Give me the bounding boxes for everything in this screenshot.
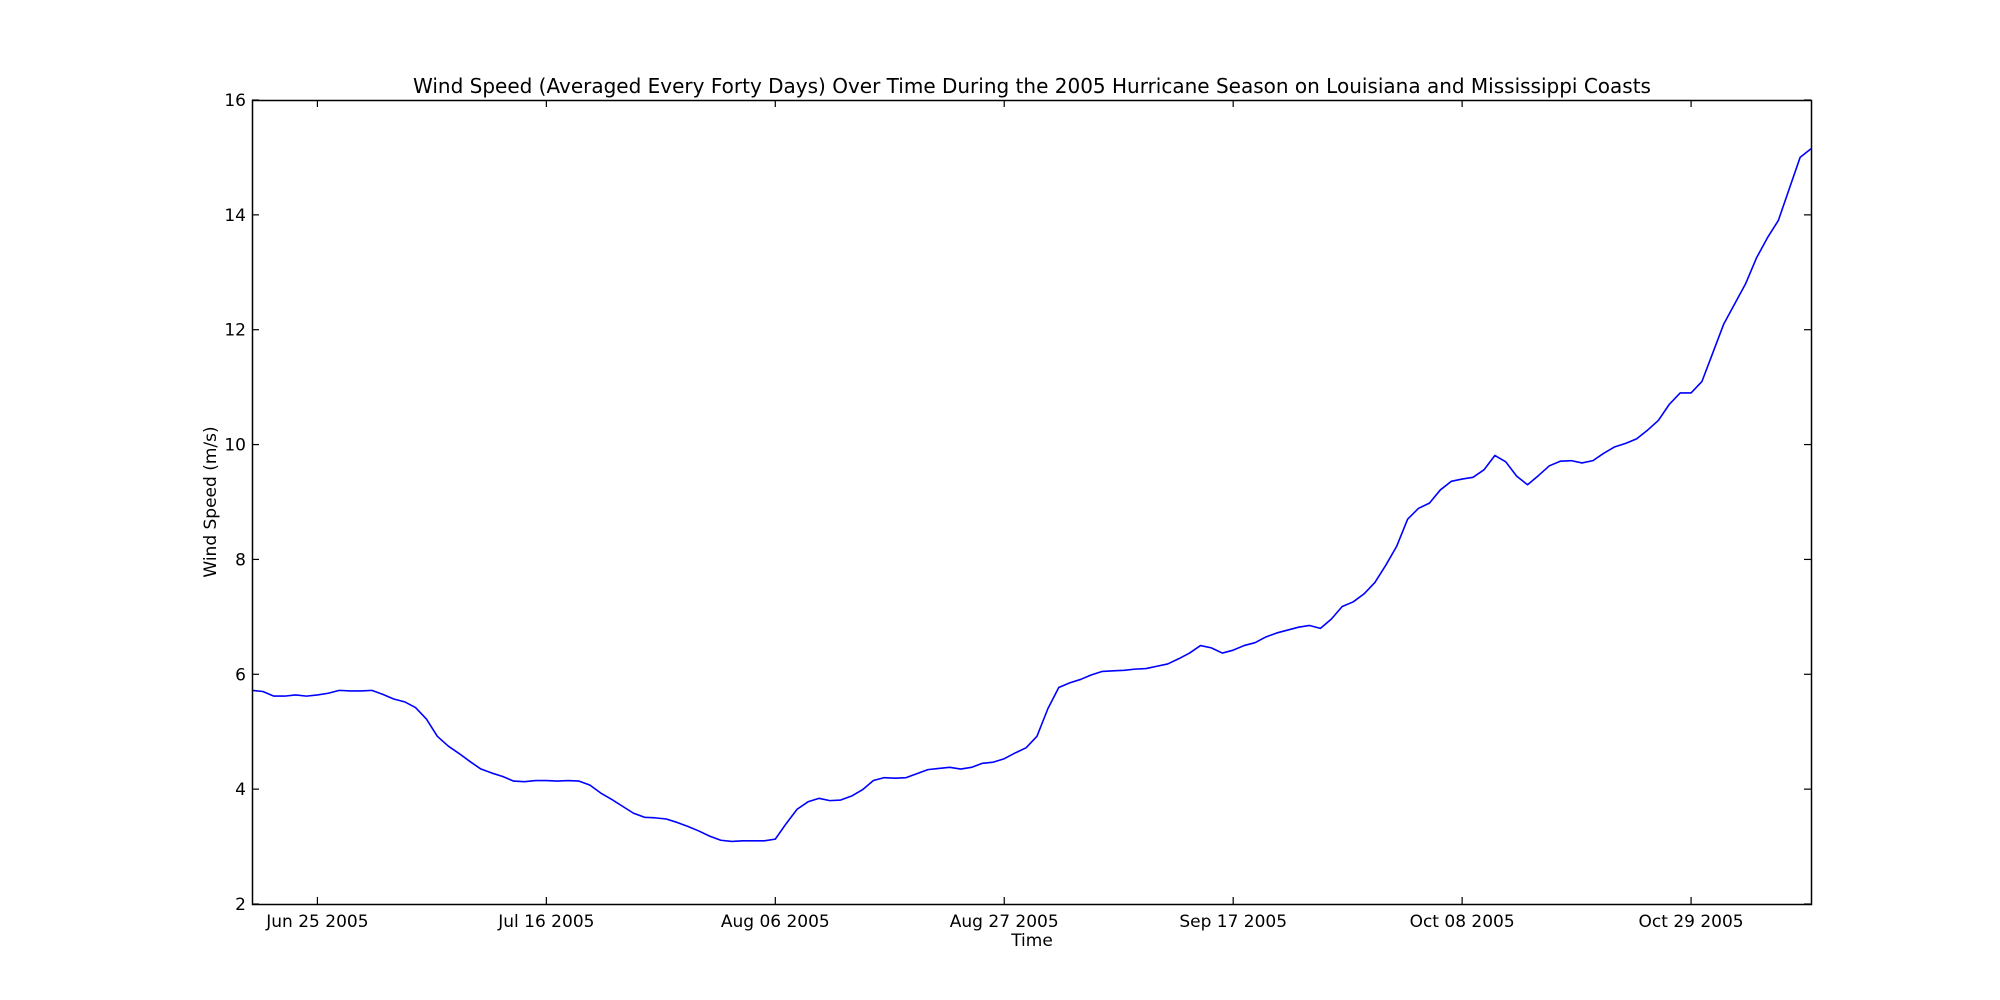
x-tick-label: Jun 25 2005 <box>265 912 368 932</box>
series-line-0 <box>251 148 1812 843</box>
x-tick-label: Oct 08 2005 <box>1410 912 1515 932</box>
x-tick-label: Jul 16 2005 <box>497 912 594 932</box>
x-tick-label: Oct 29 2005 <box>1639 912 1744 932</box>
y-tick-label: 10 <box>224 436 246 456</box>
chart-title: Wind Speed (Averaged Every Forty Days) O… <box>413 74 1651 98</box>
y-tick-label: 6 <box>235 665 246 685</box>
x-tick-label: Aug 06 2005 <box>721 912 830 932</box>
y-tick-label: 12 <box>224 321 246 341</box>
plot-area <box>251 148 1812 843</box>
y-tick-label: 2 <box>235 895 246 915</box>
y-tick-label: 4 <box>235 780 246 800</box>
y-tick-label: 14 <box>224 206 246 226</box>
x-axis-ticks: Jun 25 2005 Jul 16 2005 Aug 06 2005 Aug 27 … <box>265 100 1744 932</box>
x-axis-label: Time <box>1010 931 1053 951</box>
x-tick-label: Aug 27 2005 <box>950 912 1059 932</box>
y-axis-ticks: 2 4 6 8 10 12 14 16 <box>224 91 1811 915</box>
x-tick-label: Sep 17 2005 <box>1179 912 1287 932</box>
y-tick-label: 8 <box>235 550 246 570</box>
y-tick-label: 16 <box>224 91 246 111</box>
plot-frame <box>251 99 1813 906</box>
y-axis-label: Wind Speed (m/s) <box>201 426 221 577</box>
